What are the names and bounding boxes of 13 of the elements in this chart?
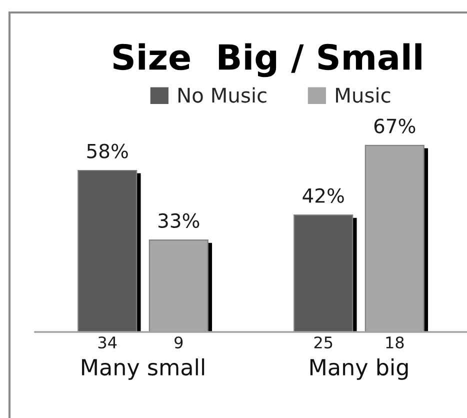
text: 18 [386,336,404,349]
text: 25 [314,336,332,349]
chart-title: Size Big / Small [113,43,422,78]
data-label: 42% [302,188,344,203]
data-label: 58% [87,144,128,158]
data-label: 67% [374,118,416,134]
legend-label: No Music [178,87,266,103]
x-tick-label: Many small [82,358,204,380]
x-tick-label: Many big [310,358,408,380]
text: 9 [174,336,183,349]
legend-label: Music [336,87,390,103]
text: 34 [98,336,117,349]
data-label: 33% [158,213,200,228]
